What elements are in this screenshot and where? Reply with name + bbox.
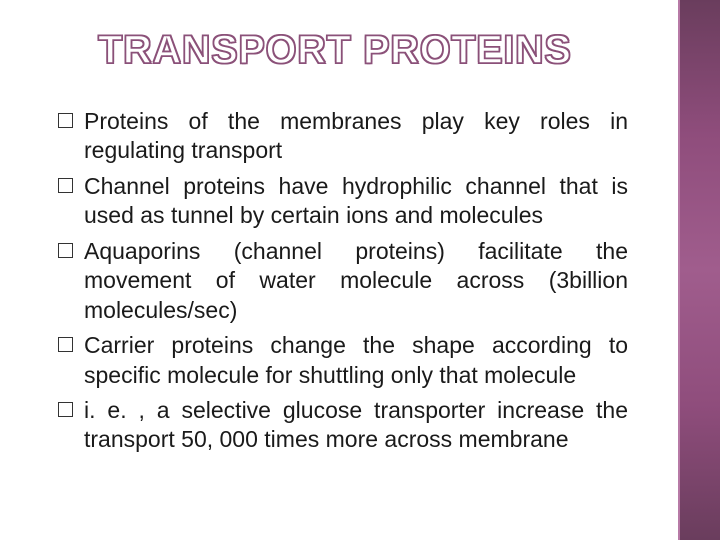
list-item: Aquaporins (channel proteins) facilitate…: [58, 237, 628, 325]
bullet-list: Proteins of the membranes play key roles…: [58, 107, 628, 455]
slide-title: TRANSPORT PROTEINS: [98, 28, 628, 73]
slide-content-area: TRANSPORT PROTEINS Proteins of the membr…: [0, 0, 678, 540]
right-gradient-stripe: [678, 0, 720, 540]
list-item: Carrier proteins change the shape accord…: [58, 331, 628, 390]
list-item: Proteins of the membranes play key roles…: [58, 107, 628, 166]
list-item: i. e. , a selective glucose transporter …: [58, 396, 628, 455]
list-item: Channel proteins have hydrophilic channe…: [58, 172, 628, 231]
